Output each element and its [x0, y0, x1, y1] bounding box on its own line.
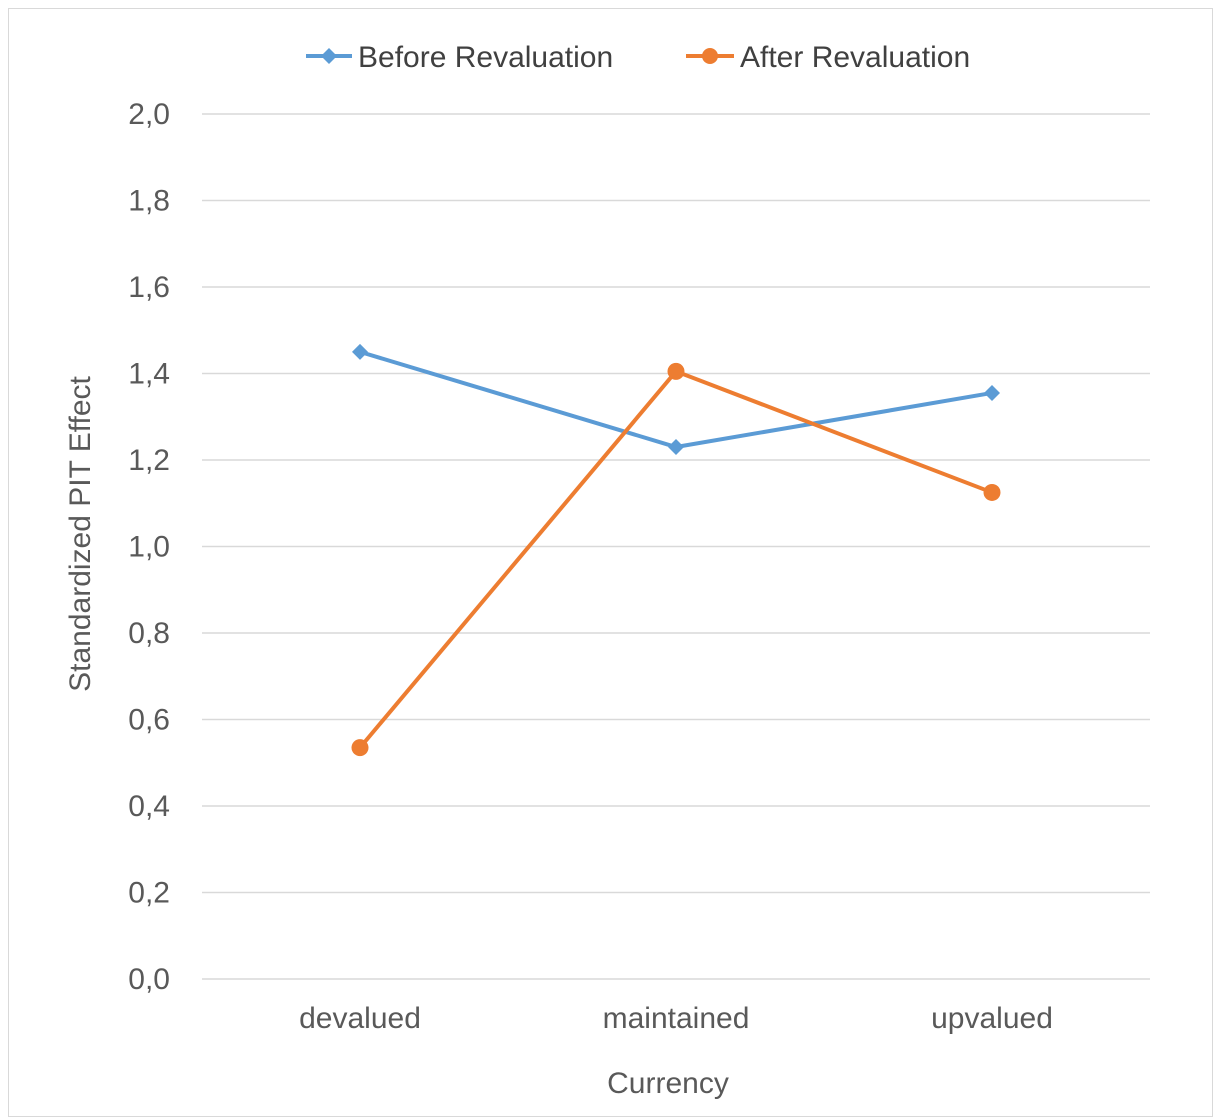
legend-label-before: Before Revaluation [358, 41, 613, 74]
legend-item-before-revaluation[interactable]: Before Revaluation [306, 41, 613, 74]
data-point-diamond [668, 439, 684, 456]
series-layer [351, 343, 1001, 757]
y-tick-label: 1,2 [128, 444, 170, 477]
x-tick-label: upvalued [931, 1002, 1053, 1035]
gridlines [202, 113, 1150, 980]
y-tick-label: 0,8 [128, 617, 170, 650]
legend[interactable]: Before Revaluation After Revaluation [306, 41, 970, 74]
y-tick-label: 1,0 [128, 531, 170, 564]
data-point-circle [667, 362, 685, 380]
series-line [358, 369, 993, 749]
legend-label-after: After Revaluation [740, 41, 970, 74]
y-tick-label: 1,8 [128, 185, 170, 218]
y-tick-label: 0,2 [128, 877, 170, 910]
y-tick-label: 2,0 [128, 98, 170, 131]
x-axis-tick-labels: devalued maintained upvalued [299, 1002, 1053, 1035]
data-point-diamond [352, 343, 368, 360]
data-point-circle [983, 483, 1001, 501]
data-point-diamond [984, 384, 1000, 401]
y-tick-label: 0,0 [128, 963, 170, 996]
chart-frame [8, 8, 1213, 1117]
series-before-revaluation [352, 343, 1000, 456]
x-axis-title: Currency [607, 1067, 729, 1100]
x-tick-label: maintained [603, 1002, 750, 1035]
y-tick-label: 0,4 [128, 790, 170, 823]
legend-item-after-revaluation[interactable]: After Revaluation [686, 41, 970, 74]
legend-diamond-marker-icon [321, 48, 337, 64]
y-tick-label: 1,6 [128, 271, 170, 304]
legend-circle-marker-icon [702, 48, 718, 64]
y-tick-label: 1,4 [128, 358, 170, 391]
y-axis-title: Standardized PIT Effect [64, 375, 97, 691]
data-point-circle [351, 739, 369, 757]
x-tick-label: devalued [299, 1002, 421, 1035]
y-axis-tick-labels: 0,0 0,2 0,4 0,6 0,8 1,0 1,2 1,4 1,6 1,8 2,0 [128, 98, 170, 996]
y-tick-label: 0,6 [128, 704, 170, 737]
series-after-revaluation [351, 362, 1001, 757]
